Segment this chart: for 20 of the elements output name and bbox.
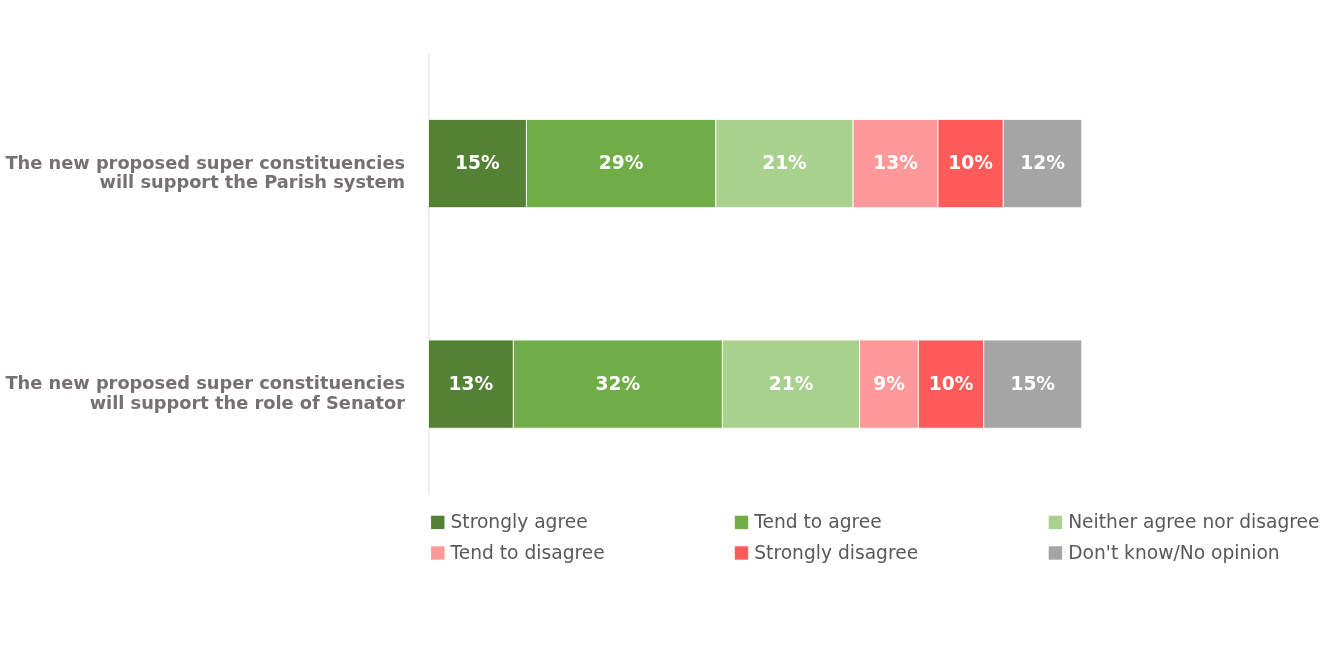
data-label: 21%	[762, 152, 808, 174]
data-label: 13%	[448, 373, 494, 395]
legend-label: Strongly agree	[450, 511, 588, 533]
legend-label: Don't know/No opinion	[1068, 541, 1280, 563]
data-label: 9%	[873, 373, 906, 395]
data-label: 10%	[928, 373, 974, 395]
data-label: 21%	[768, 373, 814, 395]
data-label: 15%	[1010, 373, 1056, 395]
legend-label: Neither agree nor disagree	[1068, 511, 1320, 533]
legend-label: Strongly disagree	[754, 541, 919, 563]
data-label: 12%	[1020, 152, 1066, 174]
data-label: 32%	[595, 373, 641, 395]
legend-label: Tend to disagree	[449, 541, 605, 563]
y-tick-label: The new proposed super constituencies will support the Parish system	[5, 151, 406, 193]
y-tick-label: The new proposed super constituencies will support the role of Senator	[5, 372, 406, 413]
legend-label: Tend to agree	[753, 511, 882, 533]
data-label: 13%	[873, 152, 919, 174]
data-label: 29%	[598, 152, 644, 174]
data-label: 10%	[948, 152, 994, 174]
data-label: 15%	[455, 152, 501, 174]
